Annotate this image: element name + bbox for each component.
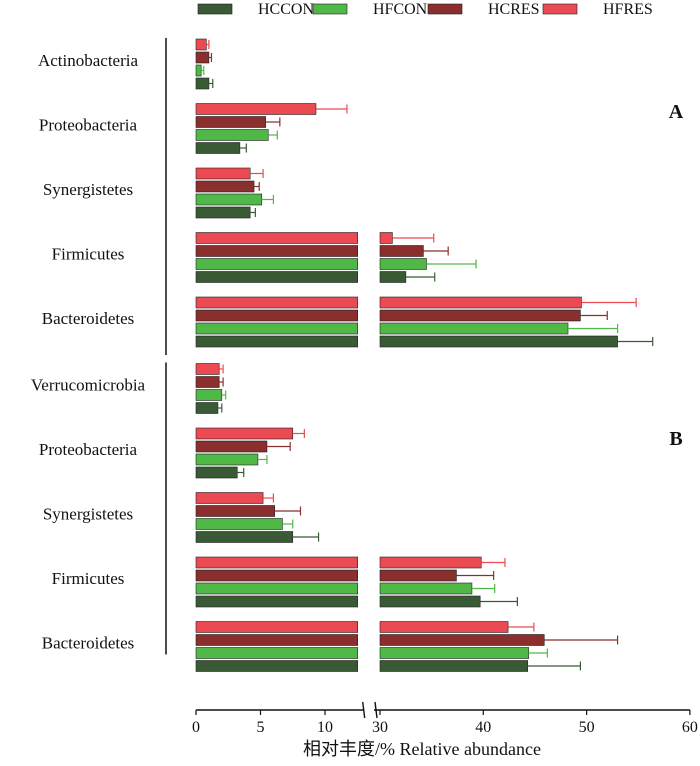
bar-b-proteobacteria-hccon: [195, 466, 238, 479]
legend-swatch-hfcon: [312, 3, 348, 15]
bar-b-bacteroidetes-hfres-right: [379, 621, 509, 633]
bar-a-bacteroidetes-hfres-right: [379, 296, 582, 309]
bar-b-synergistetes-hccon: [195, 531, 294, 543]
bar-b-verrucomicrobia-hcres: [195, 376, 220, 388]
bar-a-bacteroidetes-hfres-left: [195, 296, 358, 309]
category-label-proteobacteria: Proteobacteria: [39, 440, 138, 459]
bar-a-bacteroidetes-hccon-left: [195, 335, 358, 348]
category-label-proteobacteria: Proteobacteria: [39, 116, 138, 135]
category-label-firmicutes: Firmicutes: [52, 245, 125, 264]
bar-a-proteobacteria-hfres: [195, 103, 317, 115]
bar-a-firmicutes-hfcon-right: [379, 258, 427, 270]
legend-label-hfcon: HFCON: [373, 1, 428, 18]
bar-b-firmicutes-hfres-right: [379, 556, 482, 569]
bar-a-synergistetes-hccon: [195, 206, 251, 219]
bar-a-synergistetes-hfres: [195, 167, 251, 180]
bar-b-firmicutes-hfcon-left: [195, 582, 358, 595]
bar-b-firmicutes-hcres-right: [379, 569, 457, 582]
panel-label-a: A: [669, 101, 684, 123]
legend-swatch-hcres: [427, 3, 463, 15]
category-label-firmicutes: Firmicutes: [52, 569, 125, 588]
category-label-synergistetes: Synergistetes: [43, 505, 133, 524]
bar-b-synergistetes-hcres: [195, 505, 275, 517]
bar-a-synergistetes-hcres: [195, 180, 255, 193]
legend-label-hccon: HCCON: [258, 1, 314, 18]
bar-b-verrucomicrobia-hccon: [195, 402, 219, 414]
bar-a-bacteroidetes-hcres-left: [195, 309, 358, 322]
legend-swatch-hfres: [542, 3, 578, 15]
bar-b-bacteroidetes-hfres-left: [195, 621, 358, 633]
bar-b-verrucomicrobia-hfres: [195, 363, 220, 375]
bar-b-bacteroidetes-hccon-left: [195, 660, 358, 672]
panel-label-b: B: [669, 428, 682, 450]
bar-a-actinobacteria-hcres: [195, 51, 210, 64]
bar-b-firmicutes-hccon-right: [379, 595, 481, 608]
legend-label-hcres: HCRES: [488, 1, 540, 18]
bar-b-synergistetes-hfcon: [195, 518, 283, 530]
bar-a-bacteroidetes-hfcon-left: [195, 322, 358, 335]
bar-b-firmicutes-hccon-left: [195, 595, 358, 608]
bar-a-bacteroidetes-hccon-right: [379, 335, 618, 348]
x-axis-break-mark-right: [374, 701, 378, 719]
category-label-bacteroidetes: Bacteroidetes: [42, 309, 135, 328]
category-label-synergistetes: Synergistetes: [43, 180, 133, 199]
bar-a-proteobacteria-hccon: [195, 142, 241, 154]
x-tick-label-60: 60: [682, 719, 698, 736]
bar-b-proteobacteria-hfcon: [195, 453, 259, 466]
x-tick-label-40: 40: [475, 719, 491, 736]
bar-b-synergistetes-hfres: [195, 492, 264, 504]
x-tick-label-0: 0: [192, 719, 200, 736]
bar-a-bacteroidetes-hcres-right: [379, 309, 581, 322]
bar-a-firmicutes-hccon-left: [195, 271, 358, 283]
bar-a-actinobacteria-hfres: [195, 38, 207, 51]
legend-label-hfres: HFRES: [603, 1, 653, 18]
bar-a-actinobacteria-hccon: [195, 77, 210, 90]
bar-a-proteobacteria-hfcon: [195, 129, 269, 141]
bar-a-firmicutes-hcres-right: [379, 245, 424, 257]
bar-a-firmicutes-hccon-right: [379, 271, 407, 283]
bar-b-bacteroidetes-hfcon-left: [195, 647, 358, 659]
bar-a-bacteroidetes-hfcon-right: [379, 322, 569, 335]
bar-b-proteobacteria-hcres: [195, 440, 268, 453]
bar-b-verrucomicrobia-hfcon: [195, 389, 223, 401]
bar-a-proteobacteria-hcres: [195, 116, 266, 128]
bar-b-firmicutes-hfcon-right: [379, 582, 473, 595]
x-tick-label-30: 30: [372, 719, 388, 736]
category-label-bacteroidetes: Bacteroidetes: [42, 634, 135, 653]
bar-b-firmicutes-hcres-left: [195, 569, 358, 582]
bar-a-firmicutes-hfcon-left: [195, 258, 358, 270]
bar-a-synergistetes-hfcon: [195, 193, 263, 206]
bar-a-firmicutes-hcres-left: [195, 245, 358, 257]
x-axis-label: 相对丰度/% Relative abundance: [303, 739, 541, 759]
bar-a-firmicutes-hfres-right: [379, 232, 393, 244]
bar-b-bacteroidetes-hfcon-right: [379, 647, 530, 659]
bar-b-firmicutes-hfres-left: [195, 556, 358, 569]
x-tick-label-10: 10: [317, 719, 333, 736]
bar-b-bacteroidetes-hcres-left: [195, 634, 358, 646]
x-tick-label-50: 50: [579, 719, 595, 736]
category-label-verrucomicrobia: Verrucomicrobia: [31, 376, 146, 395]
bar-b-proteobacteria-hfres: [195, 427, 294, 440]
bar-b-bacteroidetes-hcres-right: [379, 634, 545, 646]
category-label-actinobacteria: Actinobacteria: [38, 51, 139, 70]
legend-swatch-hccon: [197, 3, 233, 15]
bar-a-actinobacteria-hfcon: [195, 64, 202, 77]
x-axis-break-mark-left: [362, 701, 366, 719]
x-tick-label-5: 5: [257, 719, 265, 736]
bar-a-firmicutes-hfres-left: [195, 232, 358, 244]
bar-b-bacteroidetes-hccon-right: [379, 660, 529, 672]
